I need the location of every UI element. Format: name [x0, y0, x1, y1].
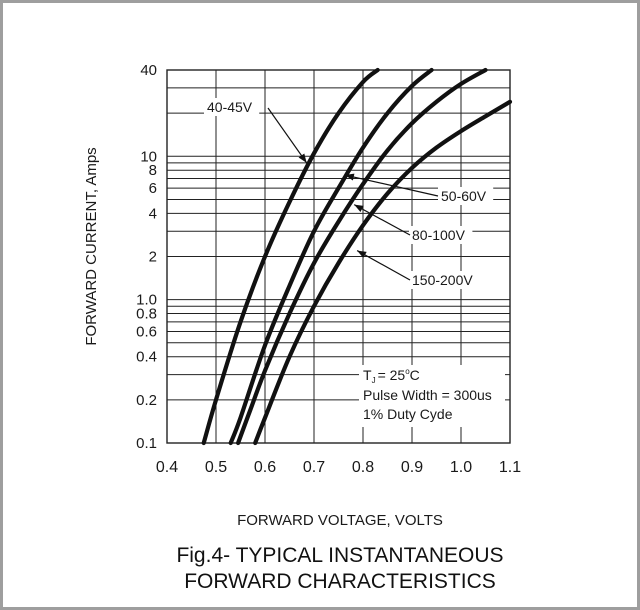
series-leader-arrow: [354, 204, 364, 213]
condition-tj: TJ = 25oC: [363, 367, 420, 385]
y-tick-label: 10: [140, 148, 157, 165]
condition-duty-cycle: 1% Duty Cyde: [363, 406, 453, 422]
series-label: 150-200V: [412, 272, 473, 288]
y-tick-label: 0.1: [136, 435, 157, 452]
x-axis-title: FORWARD VOLTAGE, VOLTS: [237, 512, 443, 529]
plot-area-frame: [166, 69, 511, 444]
y-tick-label: 8: [149, 162, 157, 179]
tick-label-layer: 0.4 0.5 0.6 0.7 0.8 0.9 1.0 1.10.10.20.40.60.81…: [136, 62, 521, 476]
figure-caption-line-2: FORWARD CHARACTERISTICS: [184, 570, 496, 593]
x-tick-label: 1.1: [499, 459, 521, 476]
y-tick-label: 40: [140, 62, 157, 79]
y-tick-label: 0.2: [136, 392, 157, 409]
series-curve-50-60V: [228, 67, 434, 446]
series-label: 80-100V: [412, 227, 466, 243]
x-tick-label: 0.8: [352, 459, 374, 476]
conditions-box: [359, 365, 505, 427]
y-tick-label: 2: [149, 249, 157, 266]
figure-caption-line-1: Fig.4- TYPICAL INSTANTANEOUS: [176, 544, 503, 567]
x-tick-label: 0.7: [303, 459, 325, 476]
series-leader-line: [353, 204, 411, 236]
series-label-bg: [409, 271, 481, 289]
series-leader-line: [344, 174, 439, 197]
condition-pulse-width: Pulse Width = 300us: [363, 387, 492, 403]
series-curve-80-100V: [236, 67, 488, 446]
series-leader-arrow: [298, 153, 307, 163]
x-tick-label: 0.9: [401, 459, 423, 476]
series-layer: [201, 67, 513, 446]
series-label-bg: [204, 98, 260, 116]
y-tick-label: 0.6: [136, 323, 157, 340]
y-tick-label: 1.0: [136, 292, 157, 309]
x-tick-label: 0.4: [156, 459, 178, 476]
y-tick-label: 4: [149, 205, 157, 222]
series-leader-arrow: [344, 173, 355, 181]
x-tick-label: 0.6: [254, 459, 276, 476]
series-label: 50-60V: [441, 188, 487, 204]
series-label-bg: [438, 187, 494, 205]
series-curve-150-200V: [253, 99, 513, 446]
y-tick-label: 0.8: [136, 306, 157, 323]
series-curve-40-45V: [201, 67, 380, 446]
annotation-layer: 40-45V 50-60V 80-100V 150-200V TJ = 25oC Pulse…: [204, 98, 505, 427]
series-label: 40-45V: [207, 99, 253, 115]
y-tick-label: 0.4: [136, 349, 157, 366]
series-leader-arrow: [357, 250, 367, 259]
series-label-bg: [409, 226, 473, 244]
y-tick-label: 6: [149, 180, 157, 197]
series-leader-line: [267, 107, 308, 164]
y-axis-title: FORWARD CURRENT, Amps: [83, 147, 100, 345]
series-leader-line: [356, 250, 411, 281]
x-tick-label: 0.5: [205, 459, 227, 476]
x-tick-label: 1.0: [450, 459, 472, 476]
